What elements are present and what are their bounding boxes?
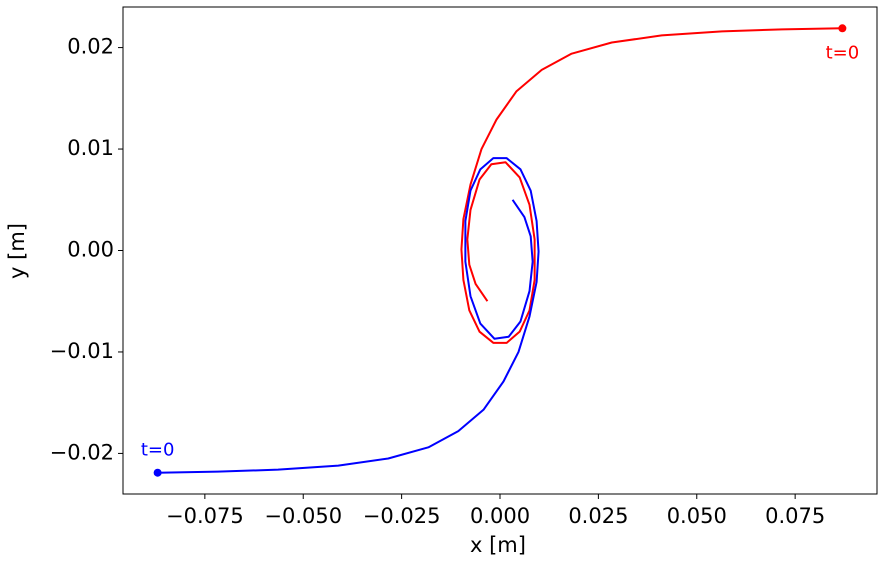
y-tick-label: −0.02 <box>50 440 114 464</box>
y-tick-label: −0.01 <box>50 339 114 363</box>
trajectory-line <box>157 157 540 474</box>
x-tick-label: 0.025 <box>568 504 628 528</box>
start-marker <box>838 24 847 33</box>
x-tick-label: 0.050 <box>667 504 727 528</box>
y-axis-label: y [m] <box>5 223 29 279</box>
annotation: t=0 <box>826 42 860 63</box>
y-tick-label: 0.02 <box>67 35 114 59</box>
x-axis-label: x [m] <box>470 533 526 557</box>
x-tick-label: 0.075 <box>765 504 825 528</box>
x-tick-label: −0.050 <box>264 504 342 528</box>
start-marker <box>153 468 162 477</box>
x-tick-label: 0.000 <box>470 504 530 528</box>
y-tick-label: 0.01 <box>67 136 114 160</box>
x-tick-label: −0.075 <box>166 504 244 528</box>
plot-frame <box>122 6 878 495</box>
y-tick-label: 0.00 <box>67 238 114 262</box>
annotation: t=0 <box>141 440 175 461</box>
x-tick-label: −0.025 <box>363 504 441 528</box>
trajectory-line <box>460 27 843 344</box>
